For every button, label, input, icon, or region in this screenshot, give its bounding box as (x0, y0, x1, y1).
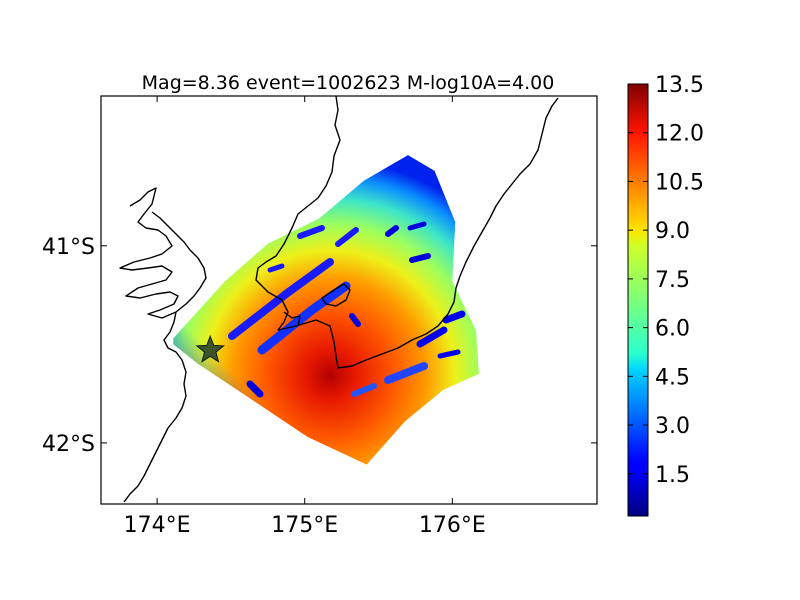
y-tick-label: 42°S (42, 432, 95, 457)
colorbar-tick-label: 7.5 (655, 268, 690, 293)
streak (385, 225, 399, 237)
colorbar-tick-label: 9.0 (655, 219, 690, 244)
streak (384, 362, 428, 384)
axes-frame (100, 95, 598, 505)
x-tick-label: 175°E (271, 513, 338, 538)
streak (409, 253, 431, 263)
lake-wairarapa (321, 283, 351, 307)
streak (297, 225, 325, 239)
south-island-east-coast (123, 311, 187, 503)
wellington-harbour (283, 311, 301, 327)
colorbar-gradient (627, 83, 649, 517)
colorbar-tick-label: 12.0 (655, 122, 704, 147)
x-tick-label: 176°E (419, 513, 486, 538)
colorbar-tick-label: 6.0 (655, 317, 690, 342)
streak (442, 310, 466, 324)
streak (228, 258, 334, 340)
colorbar-ticks: 1.5 3.0 4.5 6.0 7.5 9.0 10.5 12.0 13.5 (628, 73, 704, 488)
colorbar-tick-label: 13.5 (655, 73, 704, 98)
map-axes: 174°E 175°E 176°E 41°S 42°S (42, 95, 598, 538)
streak (407, 221, 427, 231)
chart-title: Mag=8.36 event=1002623 M-log10A=4.00 (142, 72, 555, 94)
streak (349, 313, 361, 327)
streak (351, 383, 377, 397)
colorbar-tick-label: 10.5 (655, 170, 704, 195)
colorbar-tick-label: 3.0 (655, 414, 690, 439)
coastline (119, 96, 559, 503)
streak (416, 326, 448, 348)
epicenter-star-icon (195, 334, 225, 363)
colorbar: 1.5 3.0 4.5 6.0 7.5 9.0 10.5 12.0 13.5 (627, 73, 704, 517)
streak (257, 281, 351, 355)
intensity-field-edge (173, 155, 479, 465)
streak (246, 380, 264, 398)
north-island-west-coast (255, 96, 559, 369)
streak (437, 349, 461, 359)
streak (267, 263, 285, 273)
x-tick-label: 174°E (124, 513, 191, 538)
low-intensity-streaks (228, 221, 466, 398)
y-axis: 41°S 42°S (42, 235, 597, 457)
south-island-marlborough-sounds (119, 187, 207, 319)
colorbar-tick-label: 4.5 (655, 365, 690, 390)
y-tick-label: 41°S (42, 235, 95, 260)
x-axis: 174°E 175°E 176°E (124, 96, 486, 538)
colorbar-tick-label: 1.5 (655, 463, 690, 488)
streak (335, 227, 359, 247)
